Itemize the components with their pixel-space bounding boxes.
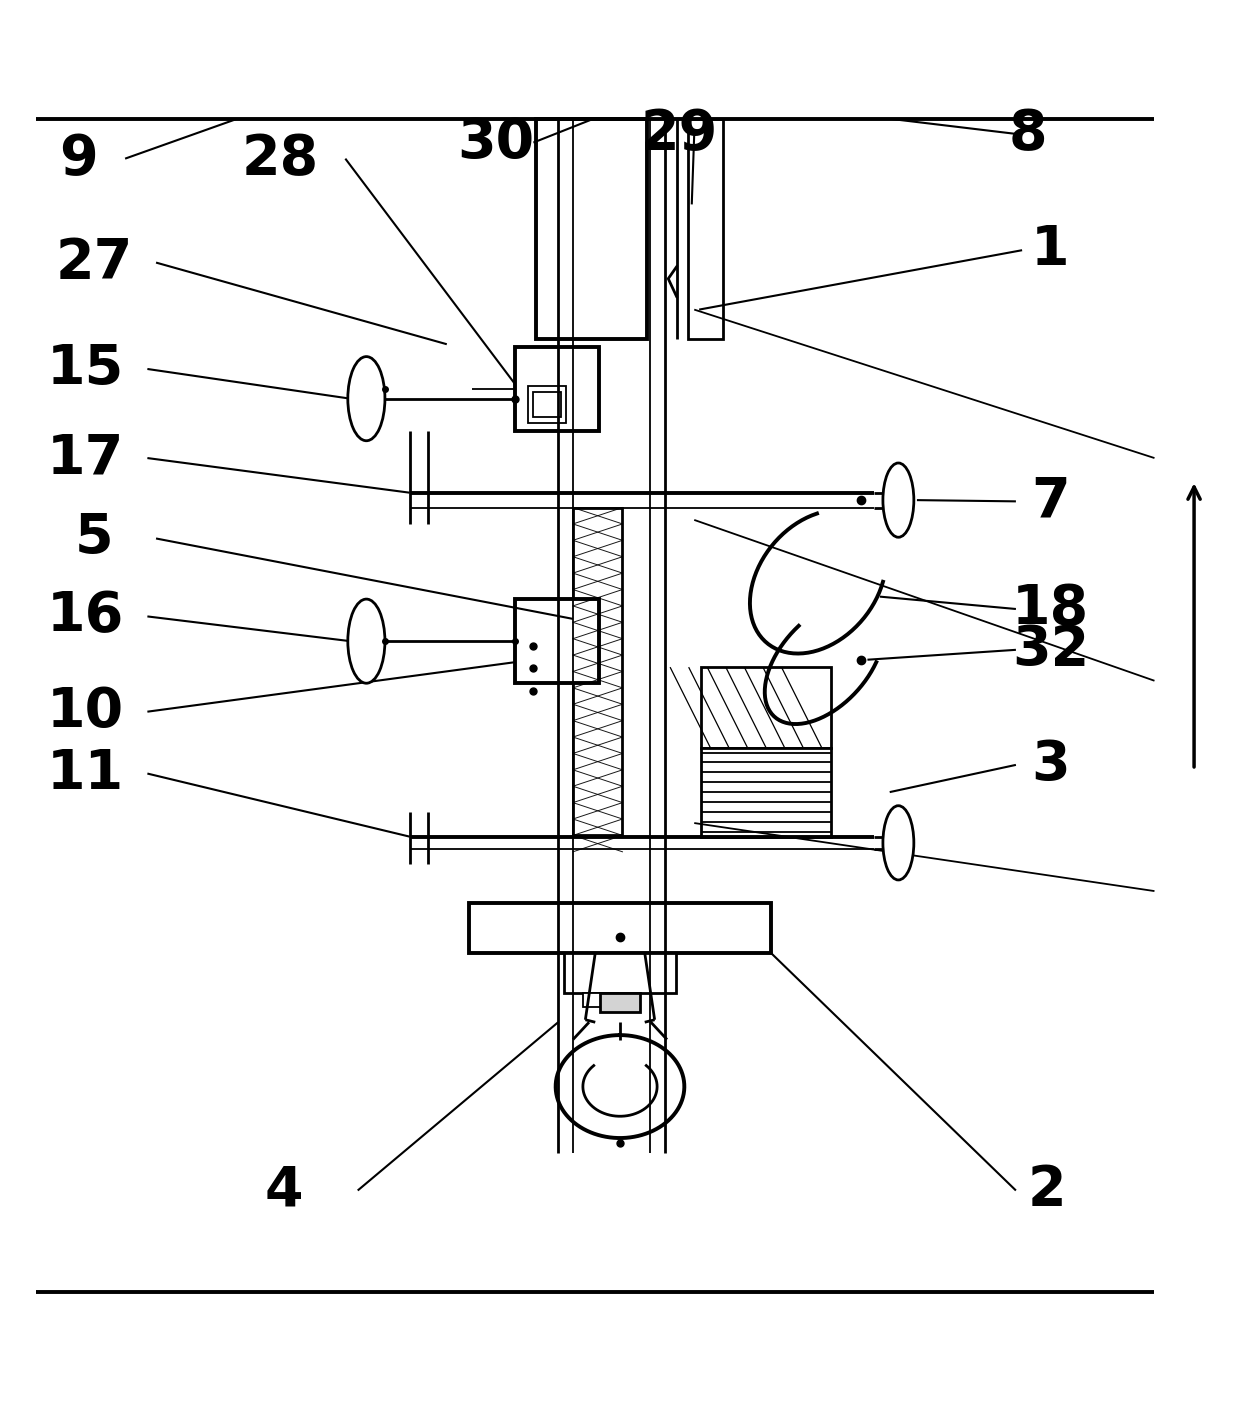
Bar [536,119,647,339]
Text: 2: 2 [1028,1164,1066,1218]
Ellipse shape [883,806,914,880]
Text: 15: 15 [47,341,124,396]
Text: 1: 1 [1032,223,1070,277]
Text: 4: 4 [264,1164,303,1218]
Text: 28: 28 [241,131,319,186]
Ellipse shape [883,463,914,538]
Bar [573,508,622,835]
Text: 11: 11 [47,746,124,800]
Bar [515,347,599,430]
Text: 17: 17 [47,430,124,485]
Text: 16: 16 [47,590,124,643]
Bar [515,600,599,683]
Bar [528,387,565,423]
Text: 18: 18 [1012,581,1089,636]
Bar [600,992,640,1012]
Bar [533,392,560,418]
Bar [564,952,676,992]
Bar [701,748,831,837]
Bar [688,119,723,339]
Text: 7: 7 [1032,474,1070,528]
Text: 8: 8 [1009,107,1048,161]
Text: 9: 9 [58,131,98,186]
Bar [469,903,771,952]
Text: 3: 3 [1032,738,1070,792]
Ellipse shape [347,600,384,683]
Text: 27: 27 [56,236,133,289]
Text: 30: 30 [458,116,534,169]
Bar [701,667,831,748]
Text: 5: 5 [74,511,114,566]
Text: 32: 32 [1012,622,1089,677]
Bar [583,992,618,1007]
Text: 29: 29 [641,107,718,161]
Text: 10: 10 [47,684,124,739]
Ellipse shape [347,357,384,440]
